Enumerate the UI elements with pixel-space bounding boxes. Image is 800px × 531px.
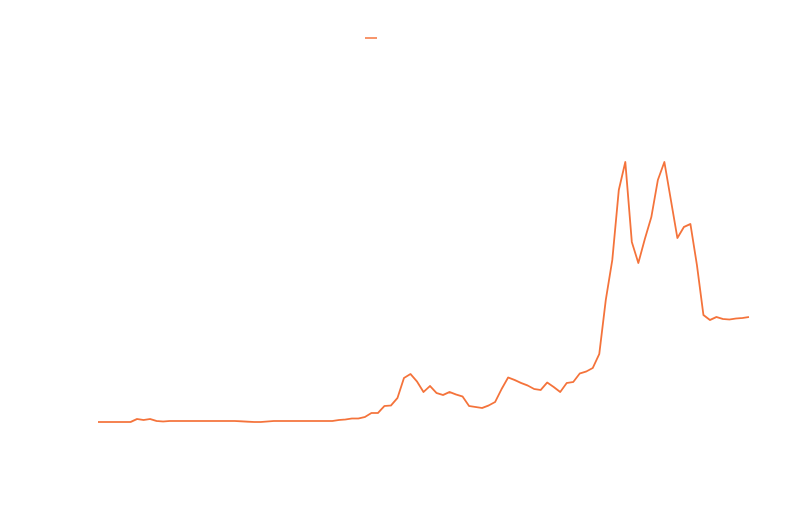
data-line <box>98 161 750 423</box>
